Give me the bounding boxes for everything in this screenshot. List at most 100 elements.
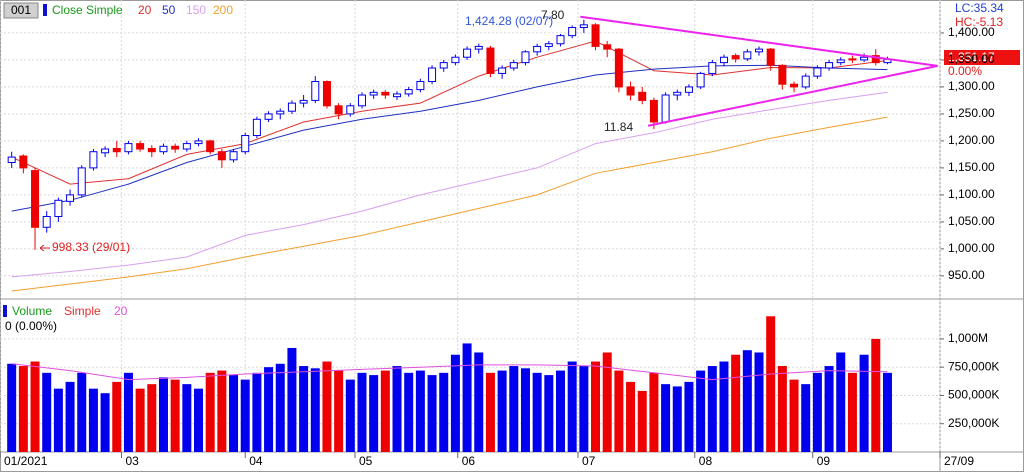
candle-body <box>252 118 261 137</box>
x-tick-label: 07 <box>582 454 596 468</box>
candle-body <box>708 62 717 74</box>
volume-bar <box>649 372 659 452</box>
legend-marker <box>3 305 7 317</box>
candle-body <box>766 48 775 66</box>
volume-bar <box>264 367 274 452</box>
candle-body <box>393 93 402 98</box>
volume-bar <box>602 352 612 452</box>
candle-body <box>486 47 495 74</box>
moving-average <box>11 116 888 292</box>
candle-body <box>334 105 343 115</box>
volume-bar <box>591 361 601 452</box>
volume-bar <box>88 388 98 452</box>
volume-bar <box>415 370 425 452</box>
x-tick-label: 06 <box>462 454 476 468</box>
volume-bar <box>754 352 764 452</box>
candle-body <box>299 99 308 104</box>
y-tick-label: 1,000.00 <box>948 241 995 255</box>
volume-bar <box>170 379 180 452</box>
candle-body <box>194 140 203 145</box>
volume-bar <box>882 372 892 452</box>
candle-body <box>825 62 834 69</box>
last-price: 1,351.17 <box>948 50 995 64</box>
candle-body <box>217 151 226 161</box>
candle-body <box>159 145 168 153</box>
annotation-arrow <box>39 244 50 252</box>
volume-bar <box>871 338 881 452</box>
candle-body <box>136 143 145 150</box>
candle-body <box>369 91 378 96</box>
volume-bar <box>147 384 157 452</box>
candle-body <box>860 56 869 61</box>
volume-bar <box>369 375 379 452</box>
candle-body <box>544 43 553 47</box>
candle-body <box>77 167 86 196</box>
volume-bar <box>205 372 215 452</box>
volume-bar <box>824 366 834 452</box>
candle-body <box>381 91 390 96</box>
volume-bar <box>357 372 367 452</box>
candle-body <box>322 81 331 107</box>
candle-body <box>206 140 215 153</box>
symbol-box <box>3 2 39 19</box>
candle-body <box>7 156 16 163</box>
candle-body <box>147 147 156 153</box>
y-tick-label: 1,100.00 <box>948 187 995 201</box>
candle-body <box>684 86 693 93</box>
volume-bar <box>847 372 857 452</box>
legend-marker <box>43 4 47 16</box>
moving-average <box>11 91 888 278</box>
volume-bar <box>567 361 577 452</box>
candle-body <box>813 67 822 77</box>
volume-bar <box>287 347 297 452</box>
volume-bar <box>497 370 507 452</box>
candle-body <box>89 151 98 169</box>
volume-bar <box>614 370 624 452</box>
y-tick-label: 1,400.00 <box>948 25 995 39</box>
x-tick-label: 27/09 <box>944 454 974 468</box>
legend-entry: 20 <box>114 304 128 318</box>
volume-bar <box>30 361 40 452</box>
candle-body <box>626 86 635 96</box>
volume-bar <box>427 375 437 452</box>
candle-body <box>241 135 250 153</box>
y-tick-label: 1,300.00 <box>948 79 995 93</box>
y-tick-label: 1,350.00 <box>948 52 995 66</box>
volume-bar <box>392 366 402 452</box>
candle-body <box>463 48 472 58</box>
x-tick-label: 05 <box>359 454 373 468</box>
volume-bar <box>322 361 332 452</box>
candle-body <box>509 62 518 69</box>
change: 0.00% <box>948 64 982 78</box>
volume-bar <box>719 361 729 452</box>
volume-bar <box>532 372 542 452</box>
candle-body <box>171 145 180 150</box>
trendline <box>647 64 938 127</box>
volume-average <box>11 363 888 381</box>
volume-bar <box>766 316 776 452</box>
legend-ma-type: Simple <box>64 304 101 318</box>
moving-average <box>11 64 888 212</box>
legend-entry: 20 <box>138 3 152 17</box>
candle-body <box>357 94 366 107</box>
volume-bar <box>229 375 239 452</box>
candle-body <box>614 48 623 88</box>
candle-body <box>31 170 40 228</box>
volume-bar <box>53 388 63 452</box>
volume-bar <box>789 379 799 452</box>
volume-bar <box>135 388 145 452</box>
trendline <box>580 15 938 67</box>
candle-body <box>696 72 705 88</box>
candle-body <box>124 143 133 153</box>
volume-bar <box>345 379 355 452</box>
volume-bar <box>836 352 846 452</box>
candle-body <box>42 215 51 228</box>
legend-entry: 200 <box>213 3 233 17</box>
annotation: 7.80 <box>541 8 565 22</box>
candle-body <box>19 155 28 169</box>
volume-bar <box>77 372 87 452</box>
volume-bar <box>18 366 28 452</box>
volume-bar <box>380 370 390 452</box>
candle-body <box>579 24 588 29</box>
